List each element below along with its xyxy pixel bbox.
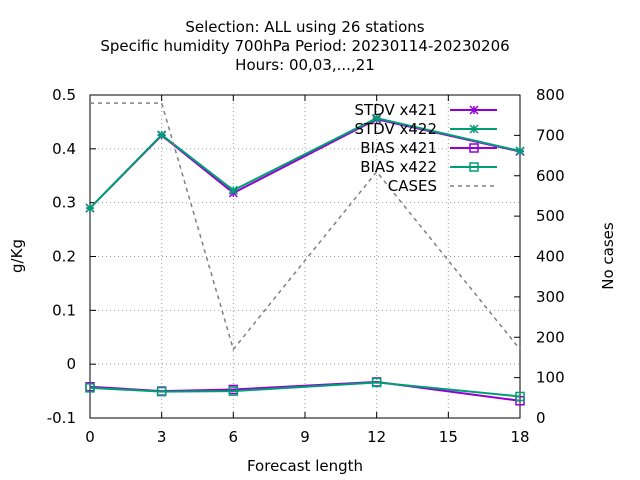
x-tick-label: 12: [367, 428, 386, 446]
data-point: [228, 185, 238, 195]
data-point: [156, 386, 167, 397]
x-tick-label: 18: [510, 428, 529, 446]
legend-label: STDV x422: [354, 120, 437, 138]
legend-label: STDV x421: [354, 101, 437, 119]
y2-axis-label: No cases: [599, 222, 617, 290]
legend-item: STDV x421: [354, 101, 497, 119]
series-line-cases: [90, 102, 521, 351]
chart-title-line-1: Selection: ALL using 26 stations: [185, 18, 424, 36]
data-point: [85, 203, 95, 213]
x-tick-label: 9: [300, 428, 310, 446]
legend-marker: [469, 105, 479, 115]
chart-title-line-2: Specific humidity 700hPa Period: 2023011…: [100, 37, 509, 55]
y2-tick-label: 0: [536, 409, 546, 427]
x-axis-label: Forecast length: [247, 457, 363, 475]
y-tick-label: 0.3: [52, 194, 76, 212]
y-tick-label: 0.1: [52, 301, 76, 319]
data-point: [515, 391, 525, 402]
y2-tick-label: 600: [536, 167, 565, 185]
chart-title-line-3: Hours: 00,03,...,21: [235, 56, 375, 74]
y-tick-label: 0.5: [52, 86, 76, 104]
data-point: [228, 386, 239, 396]
legend-marker: [469, 162, 479, 172]
y2-tick-label: 700: [536, 126, 565, 144]
legend-item: BIAS x421: [360, 139, 497, 157]
x-tick-label: 3: [157, 428, 167, 446]
y-axis-label: g/Kg: [8, 239, 26, 273]
y-tick-label: 0: [66, 355, 76, 373]
legend-label: CASES: [388, 177, 437, 195]
legend-marker: [469, 124, 479, 134]
y2-tick-label: 500: [536, 207, 565, 225]
data-point: [85, 383, 95, 393]
legend-item: BIAS x422: [360, 158, 497, 176]
y-tick-label: -0.1: [47, 409, 76, 427]
legend-marker: [469, 143, 479, 153]
series-line-bias-x422: [89, 381, 521, 398]
y-tick-label: 0.2: [52, 248, 76, 266]
legend-label: BIAS x422: [360, 158, 437, 176]
y2-tick-label: 200: [536, 328, 565, 346]
legend-item: CASES: [388, 177, 497, 195]
y2-tick-label: 300: [536, 288, 565, 306]
data-point: [157, 130, 167, 140]
legend-item: STDV x422: [354, 120, 497, 138]
x-tick-label: 6: [229, 428, 239, 446]
y2-tick-label: 800: [536, 86, 565, 104]
data-point: [371, 377, 382, 388]
y2-tick-label: 400: [536, 248, 565, 266]
x-tick-label: 0: [85, 428, 95, 446]
legend-label: BIAS x421: [360, 139, 437, 157]
y2-tick-label: 100: [536, 369, 565, 387]
y-tick-label: 0.4: [52, 140, 76, 158]
data-point: [372, 113, 382, 123]
data-point: [515, 146, 525, 156]
x-tick-label: 15: [439, 428, 458, 446]
